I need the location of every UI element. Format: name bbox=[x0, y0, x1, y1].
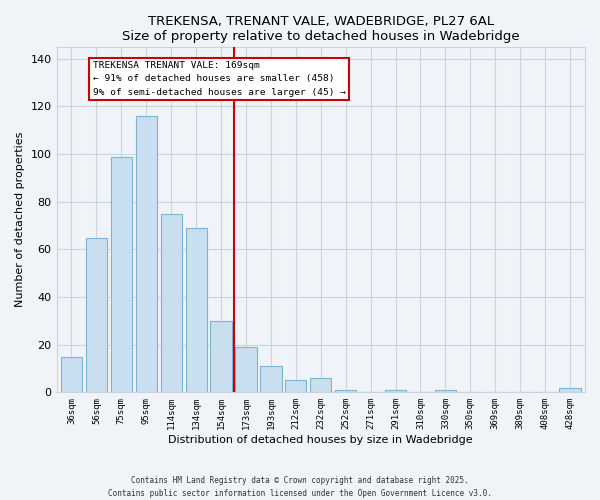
Text: TREKENSA TRENANT VALE: 169sqm
← 91% of detached houses are smaller (458)
9% of s: TREKENSA TRENANT VALE: 169sqm ← 91% of d… bbox=[92, 61, 346, 96]
Bar bbox=[111, 156, 132, 392]
Bar bbox=[86, 238, 107, 392]
Bar bbox=[260, 366, 281, 392]
Bar bbox=[385, 390, 406, 392]
Bar bbox=[559, 388, 581, 392]
Bar bbox=[235, 347, 257, 393]
Bar bbox=[211, 321, 232, 392]
Bar bbox=[435, 390, 456, 392]
X-axis label: Distribution of detached houses by size in Wadebridge: Distribution of detached houses by size … bbox=[169, 435, 473, 445]
Bar bbox=[136, 116, 157, 392]
Title: TREKENSA, TRENANT VALE, WADEBRIDGE, PL27 6AL
Size of property relative to detach: TREKENSA, TRENANT VALE, WADEBRIDGE, PL27… bbox=[122, 15, 520, 43]
Bar bbox=[335, 390, 356, 392]
Bar bbox=[185, 228, 207, 392]
Bar bbox=[310, 378, 331, 392]
Bar bbox=[61, 356, 82, 392]
Text: Contains HM Land Registry data © Crown copyright and database right 2025.
Contai: Contains HM Land Registry data © Crown c… bbox=[108, 476, 492, 498]
Bar bbox=[285, 380, 307, 392]
Bar bbox=[161, 214, 182, 392]
Y-axis label: Number of detached properties: Number of detached properties bbox=[15, 132, 25, 308]
